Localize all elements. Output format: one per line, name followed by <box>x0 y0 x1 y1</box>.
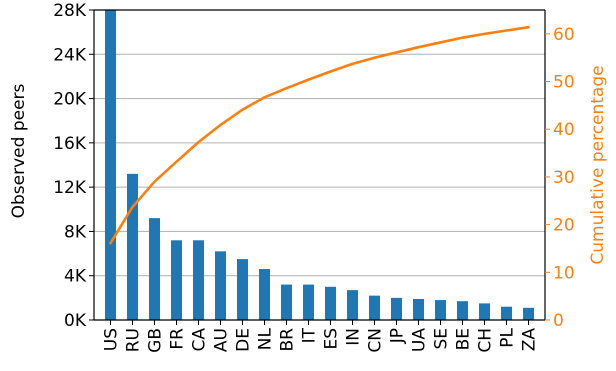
x-tick-label: AU <box>212 328 232 352</box>
x-tick-label: ZA <box>520 328 540 352</box>
y-tick-label: 28K <box>53 1 87 21</box>
bar-se <box>435 300 446 320</box>
x-tick-label: BE <box>454 328 474 350</box>
y-tick-label: 20K <box>53 90 87 110</box>
y2-tick-label: 30 <box>553 168 575 188</box>
x-tick-label: IT <box>300 327 320 343</box>
y2-tick-label: 10 <box>553 263 575 283</box>
cumulative-line <box>109 25 530 245</box>
y-tick-label: 16K <box>53 134 87 154</box>
bar-fr <box>171 240 182 320</box>
y-axis-label: Observed peers <box>9 83 29 218</box>
y2-tick-label: 60 <box>553 25 575 45</box>
bar-de <box>237 259 248 320</box>
bar-es <box>325 286 336 320</box>
bar-nl <box>259 269 270 320</box>
x-tick-label: PL <box>498 327 518 347</box>
bar-ua <box>413 298 424 320</box>
bar-us <box>105 10 116 320</box>
x-tick-label: FR <box>168 328 188 350</box>
bar-it <box>303 284 314 320</box>
y2-tick-label: 20 <box>553 216 575 236</box>
x-tick-label: US <box>102 328 122 351</box>
bar-series <box>105 10 534 320</box>
x-tick-label: NL <box>256 327 276 350</box>
x-tick-label: GB <box>146 328 166 353</box>
x-tick-label: CA <box>190 328 210 352</box>
x-tick-label: IN <box>344 328 364 346</box>
x-tick-label: RU <box>124 328 144 352</box>
bar-br <box>281 284 292 320</box>
bar-jp <box>391 297 402 320</box>
y2-tick-label: 40 <box>553 120 575 140</box>
y-tick-label: 4K <box>64 267 87 287</box>
bar-ch <box>479 303 490 320</box>
y-tick-label: 24K <box>53 45 87 65</box>
y2-axis-label: Cumulative percentage <box>588 65 608 264</box>
y-tick-label: 8K <box>64 222 87 242</box>
x-tick-label: JP <box>388 328 408 344</box>
bar-za <box>523 307 534 320</box>
y2-tick-label: 50 <box>553 73 575 93</box>
bar-in <box>347 290 358 320</box>
bar-be <box>457 301 468 320</box>
grid-lines <box>94 9 545 277</box>
bar-pl <box>501 306 512 320</box>
bar-ca <box>193 240 204 320</box>
bar-ru <box>127 173 138 320</box>
bar-au <box>215 251 226 320</box>
x-tick-label: SE <box>432 328 452 350</box>
x-tick-label: CN <box>366 328 386 353</box>
bar-gb <box>149 218 160 320</box>
bar-cn <box>369 295 380 320</box>
y2-tick-label: 0 <box>553 311 564 331</box>
cumulative-line-series <box>109 25 530 245</box>
axes <box>93 9 546 321</box>
x-tick-label: DE <box>234 328 254 352</box>
x-tick-label: UA <box>410 328 430 352</box>
y-tick-label: 12K <box>53 178 87 198</box>
y-tick-label: 0K <box>64 311 87 331</box>
x-tick-label: BR <box>278 328 298 352</box>
ticks: 0K 4K 8K 12K 16K 20K 24K 28K 0 10 20 30 40 50 60 US RU GB… <box>53 1 574 353</box>
x-tick-label: ES <box>322 328 342 350</box>
x-tick-label: CH <box>476 328 496 353</box>
